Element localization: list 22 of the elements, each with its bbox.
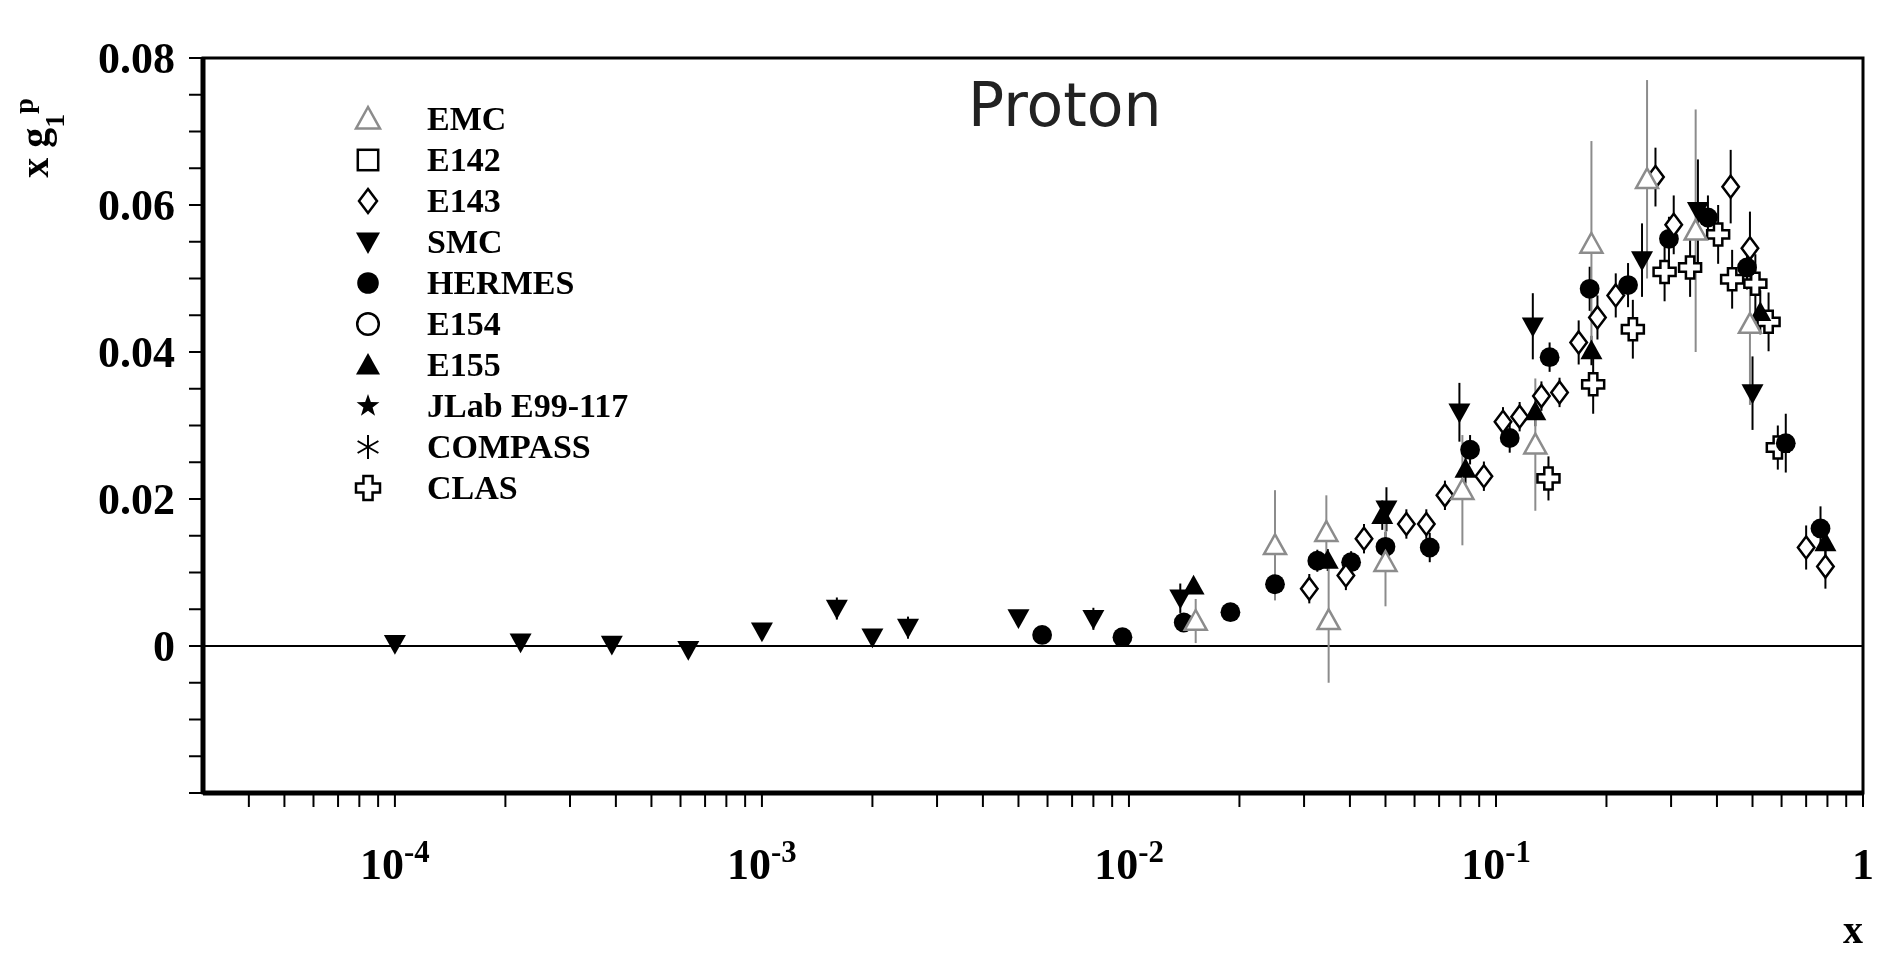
legend-label: E154 xyxy=(427,304,501,343)
y-tick-label: 0 xyxy=(153,622,175,671)
legend-label: EMC xyxy=(427,99,507,138)
y-tick-label: 0.02 xyxy=(98,475,175,524)
legend-label: COMPASS xyxy=(427,427,591,466)
x-tick-label: 10$^{-1}$ xyxy=(1461,835,1531,889)
legend-label: E142 xyxy=(427,140,501,179)
x-axis-title: x xyxy=(1843,907,1863,952)
legend-label: HERMES xyxy=(427,263,575,302)
x-tick-label: 10$^{-4}$ xyxy=(360,835,430,889)
legend-label: CLAS xyxy=(427,468,518,507)
legend-label: E143 xyxy=(427,181,501,220)
y-tick-label: 0.04 xyxy=(98,328,175,377)
chart-title: Proton xyxy=(968,70,1162,140)
y-tick-label: 0.06 xyxy=(98,181,175,230)
x-tick-label: 10$^{-2}$ xyxy=(1094,835,1164,889)
legend-label: E155 xyxy=(427,345,501,384)
legend-label: JLab E99-117 xyxy=(427,386,629,425)
x-tick-label: 10$^{-3}$ xyxy=(727,835,797,889)
legend-label: SMC xyxy=(427,222,503,261)
x-tick-label: 1 xyxy=(1852,840,1874,889)
y-tick-label: 0.08 xyxy=(98,34,175,83)
